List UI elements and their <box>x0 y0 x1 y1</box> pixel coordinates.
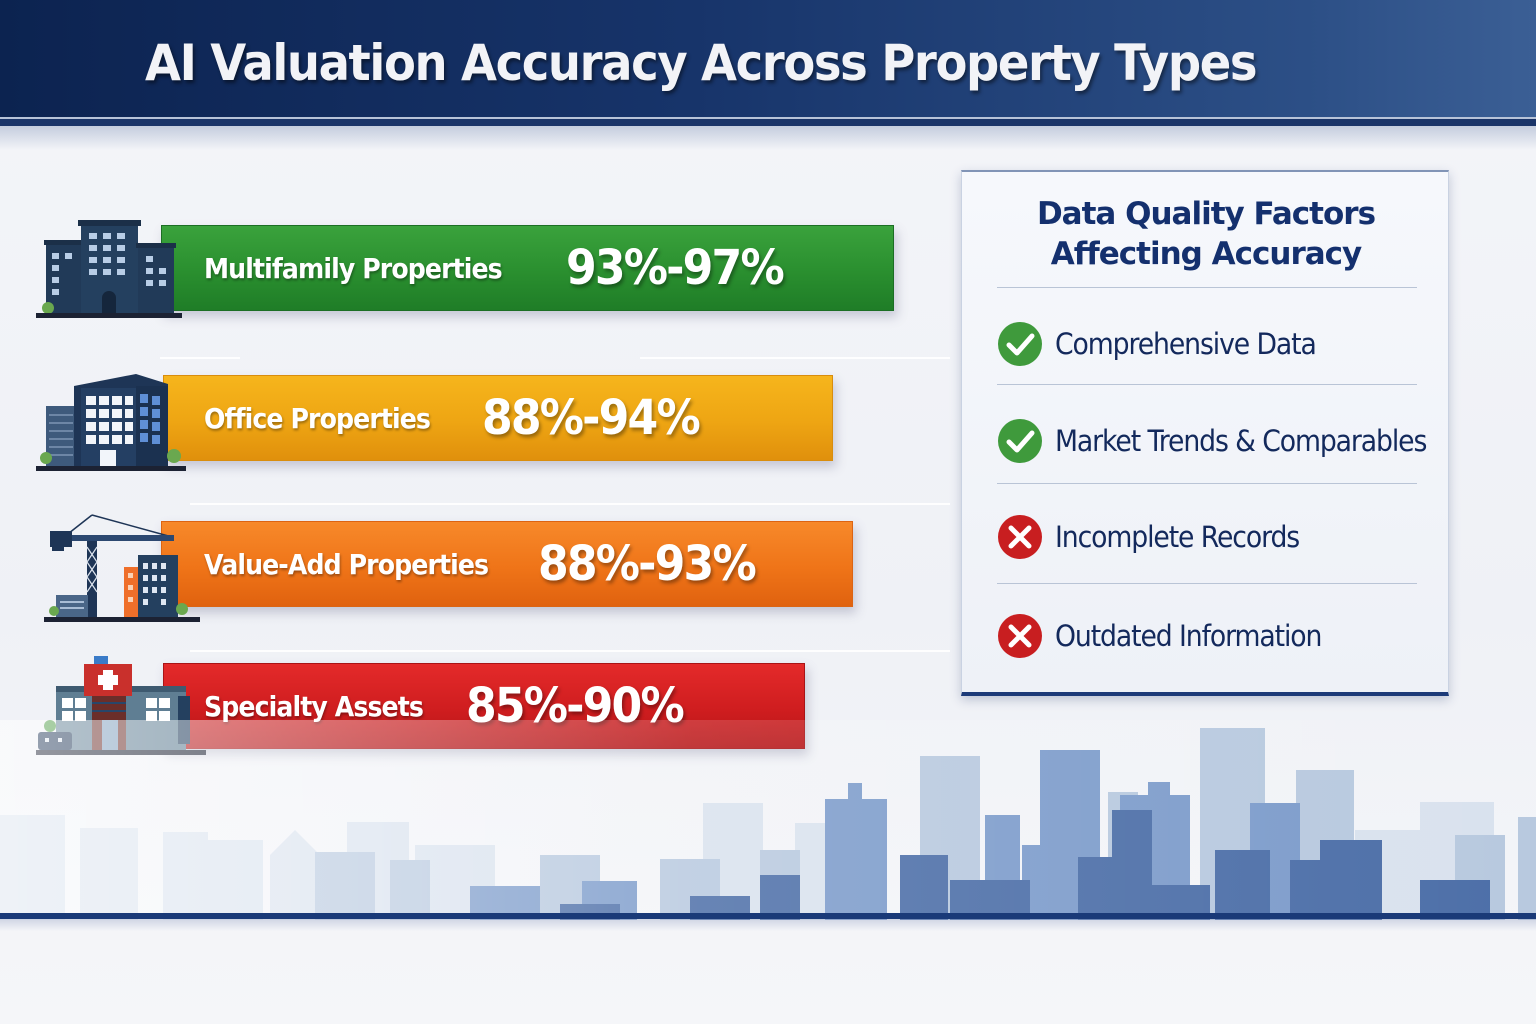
header-divider-light <box>0 117 1536 119</box>
panel-divider <box>997 583 1417 584</box>
bar-label: Office Properties <box>204 401 431 435</box>
row-separator <box>190 503 950 505</box>
header-shadow <box>0 126 1536 150</box>
factor-item-outdated-information: Outdated Information <box>997 614 1344 658</box>
footer-divider <box>0 913 1536 919</box>
bar-value: 88%-93% <box>538 536 757 592</box>
footer-shadow <box>0 919 1536 931</box>
office-tower-icon <box>36 374 186 471</box>
panel-divider <box>997 384 1417 385</box>
bar-row-value-add: Value-Add Properties 88%-93% <box>0 505 960 625</box>
apartment-building-icon <box>36 220 182 318</box>
page-title: AI Valuation Accuracy Across Property Ty… <box>145 34 1258 92</box>
bar-office: Office Properties 88%-94% <box>163 375 833 461</box>
check-circle-icon <box>998 419 1042 463</box>
panel-title-line2: Affecting Accuracy <box>1050 236 1362 272</box>
panel-title-line1: Data Quality Factors <box>1036 196 1376 232</box>
x-circle-icon <box>998 515 1042 559</box>
factor-item-incomplete-records: Incomplete Records <box>997 515 1320 559</box>
bar-label: Specialty Assets <box>204 689 424 723</box>
panel-divider <box>997 483 1417 484</box>
bar-multifamily: Multifamily Properties 93%-97% <box>161 225 894 311</box>
panel-divider <box>997 287 1417 288</box>
row-separator <box>640 357 950 359</box>
row-separator <box>160 357 240 359</box>
bar-value-add: Value-Add Properties 88%-93% <box>161 521 853 607</box>
bar-value: 88%-94% <box>482 390 701 446</box>
x-circle-icon <box>998 614 1042 658</box>
factor-label: Incomplete Records <box>1055 520 1300 554</box>
header-banner: AI Valuation Accuracy Across Property Ty… <box>0 0 1536 118</box>
city-skyline-illustration <box>0 720 1536 920</box>
bar-label: Multifamily Properties <box>204 251 503 285</box>
factor-item-market-trends: Market Trends & Comparables <box>997 419 1459 463</box>
factor-label: Market Trends & Comparables <box>1055 424 1427 458</box>
bar-row-multifamily: Multifamily Properties 93%-97% <box>0 210 960 320</box>
check-circle-icon <box>998 322 1042 366</box>
data-quality-panel: Data Quality Factors Affecting Accuracy … <box>961 170 1449 696</box>
bar-row-office: Office Properties 88%-94% <box>0 362 960 472</box>
factor-label: Comprehensive Data <box>1055 327 1317 361</box>
factor-item-comprehensive-data: Comprehensive Data <box>997 322 1338 366</box>
bar-value: 93%-97% <box>566 240 785 296</box>
bar-label: Value-Add Properties <box>204 547 489 581</box>
panel-title: Data Quality Factors Affecting Accuracy <box>962 194 1450 274</box>
factor-label: Outdated Information <box>1055 619 1322 653</box>
header-divider <box>0 119 1536 126</box>
construction-crane-icon <box>44 514 200 622</box>
row-separator <box>190 650 950 652</box>
